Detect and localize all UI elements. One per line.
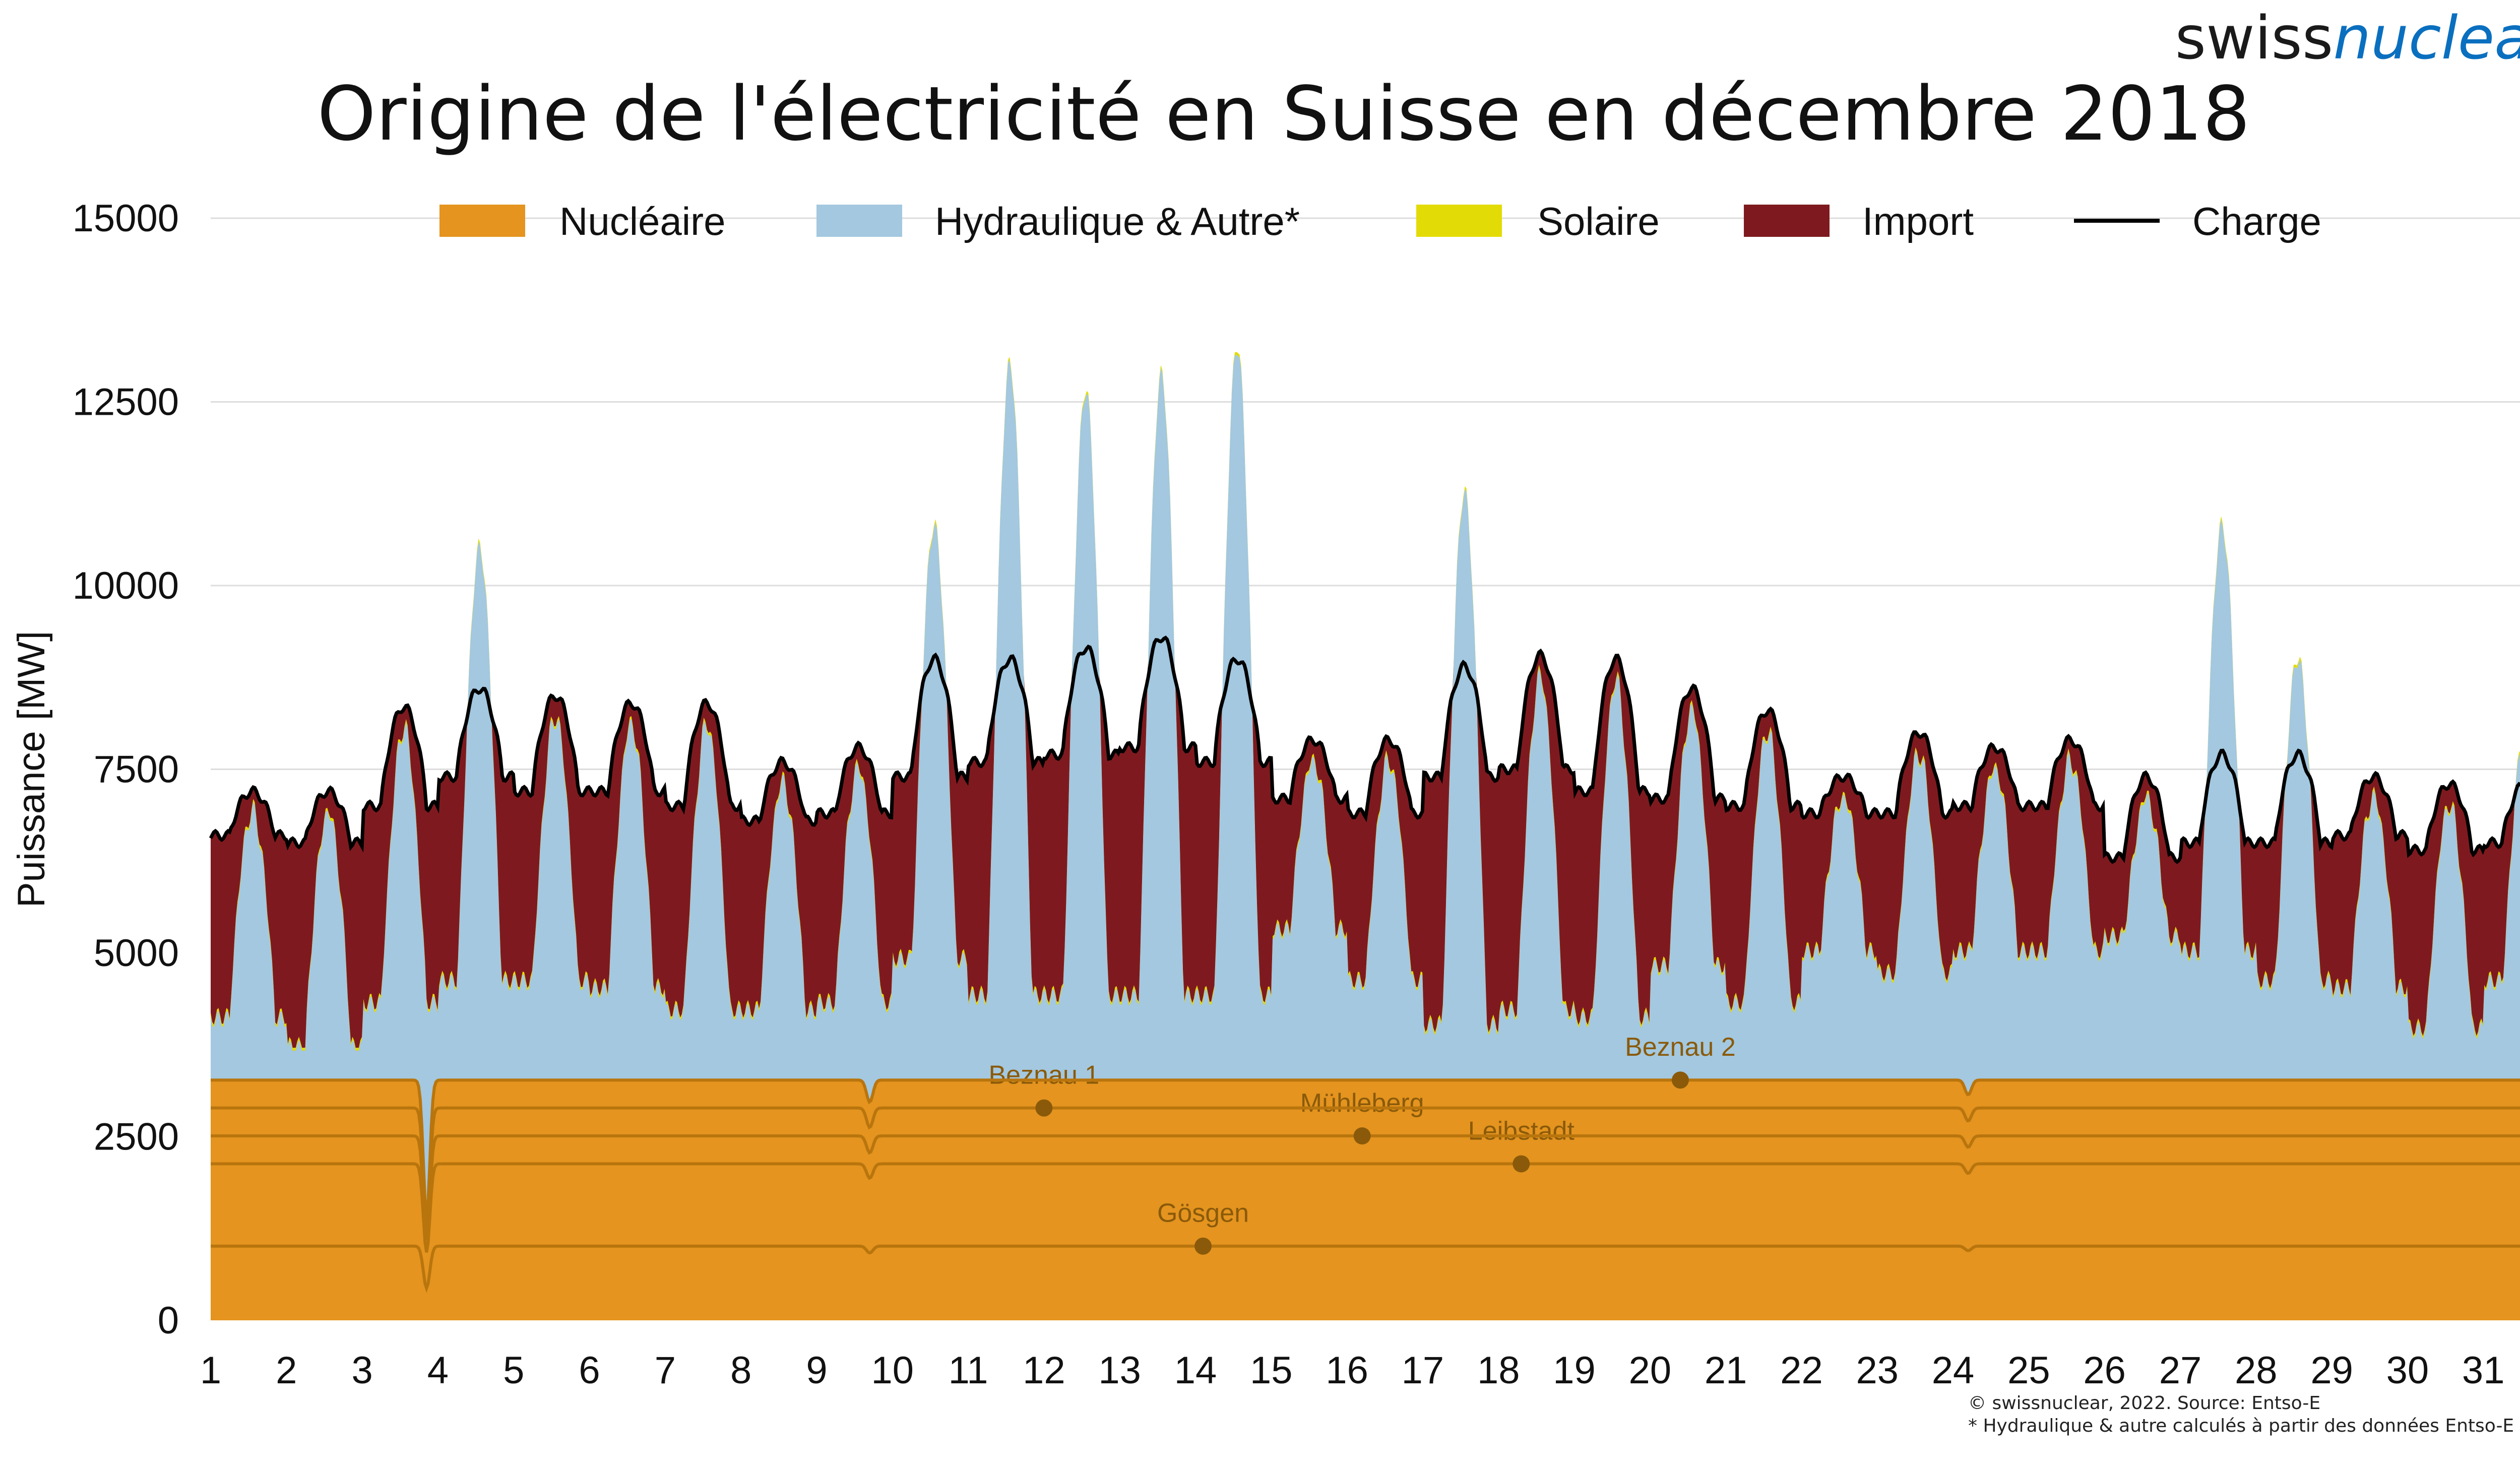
x-tick-label: 25 — [2007, 1349, 2050, 1392]
y-tick-label: 0 — [158, 1299, 179, 1342]
x-tick-label: 23 — [1856, 1349, 1899, 1392]
x-tick-label: 14 — [1174, 1349, 1217, 1392]
plant-boundary — [211, 1106, 2520, 1229]
y-tick-label: 12500 — [73, 381, 179, 424]
brand-logo-part2: nuclear — [2333, 3, 2520, 73]
x-tick-label: 4 — [427, 1349, 449, 1392]
legend-label: Hydraulique & Autre* — [935, 199, 1300, 243]
plant-label: Leibstadt — [1468, 1116, 1575, 1145]
x-tick-label: 21 — [1705, 1349, 1747, 1392]
y-tick-label: 15000 — [73, 197, 179, 240]
brand-logo: swissnuclear — [2175, 4, 2520, 73]
plant-label: Beznau 1 — [989, 1061, 1100, 1090]
hydro-area — [211, 355, 2520, 1216]
x-tick-label: 1 — [200, 1349, 221, 1392]
plant-marker — [1671, 1071, 1689, 1089]
plant-boundary — [211, 1244, 2520, 1293]
x-tick-label: 22 — [1780, 1349, 1823, 1392]
x-tick-label: 29 — [2310, 1349, 2353, 1392]
plant-label: Mühleberg — [1300, 1089, 1424, 1118]
x-axis: 1 2 3 4 5 6 7 8 9 10 11 12 13 14 15 16 17 18 19 20 21 22 23 24 2… — [200, 1349, 2505, 1392]
footnote: © swissnuclear, 2022. Source: Entso-E * … — [1968, 1392, 2514, 1437]
plant-marker — [1035, 1099, 1053, 1117]
x-tick-label: 26 — [2083, 1349, 2126, 1392]
x-tick-label: 6 — [579, 1349, 600, 1392]
load-line — [209, 635, 2520, 864]
y-tick-label: 5000 — [94, 932, 179, 975]
x-tick-label: 24 — [1932, 1349, 1975, 1392]
x-tick-label: 8 — [730, 1349, 751, 1392]
x-tick-label: 30 — [2386, 1349, 2429, 1392]
load-series-line — [209, 635, 2520, 864]
legend-swatch — [439, 205, 525, 237]
y-tick-label: 7500 — [94, 748, 179, 791]
legend-swatch — [816, 205, 902, 237]
x-tick-label: 3 — [351, 1349, 372, 1392]
x-tick-label: 18 — [1477, 1349, 1520, 1392]
plant-label: Gösgen — [1157, 1199, 1249, 1228]
plant-boundary — [211, 1078, 2520, 1217]
x-tick-label: 11 — [949, 1349, 988, 1392]
x-tick-label: 27 — [2159, 1349, 2202, 1392]
plant-marker — [1194, 1237, 1212, 1255]
import-area — [211, 355, 2520, 1051]
x-tick-label: 2 — [276, 1349, 297, 1392]
x-tick-label: 17 — [1402, 1349, 1444, 1392]
plant-boundary — [211, 1162, 2520, 1253]
x-tick-label: 12 — [1023, 1349, 1065, 1392]
brand-logo-part1: swiss — [2175, 3, 2334, 73]
legend-swatch — [1744, 205, 1830, 237]
x-tick-label: 19 — [1553, 1349, 1596, 1392]
stacked-areas — [211, 352, 2520, 1320]
footnote-hydro-note: * Hydraulique & autre calculés à partir … — [1968, 1416, 2514, 1436]
legend-label: Import — [1862, 199, 1974, 243]
chart-title: Origine de l'électricité en Suisse en dé… — [317, 71, 2250, 157]
x-tick-label: 9 — [806, 1349, 827, 1392]
footnote-source: © swissnuclear, 2022. Source: Entso-E — [1968, 1393, 2321, 1414]
x-tick-label: 10 — [871, 1349, 914, 1392]
y-axis-label: Puissance [MW] — [10, 631, 53, 908]
x-tick-label: 15 — [1250, 1349, 1293, 1392]
x-tick-label: 28 — [2235, 1349, 2278, 1392]
x-tick-label: 13 — [1098, 1349, 1141, 1392]
legend-swatch — [1416, 205, 1502, 237]
x-tick-label: 31 — [2462, 1349, 2505, 1392]
x-tick-label: 20 — [1629, 1349, 1672, 1392]
y-axis: 0 2500 5000 7500 10000 12500 15000 Puissance [M… — [10, 197, 179, 1342]
x-tick-label: 7 — [655, 1349, 676, 1392]
plant-marker — [1513, 1155, 1530, 1173]
plant-label: Beznau 2 — [1625, 1033, 1736, 1062]
y-tick-label: 10000 — [73, 564, 179, 607]
y-tick-label: 2500 — [94, 1116, 179, 1159]
legend-label: Nucléaire — [559, 199, 725, 243]
x-tick-label: 16 — [1326, 1349, 1368, 1392]
nuclear-plant-layers: Gösgen Leibstadt Mühleberg Beznau 1 Beznau 2 — [211, 1033, 2520, 1293]
plant-marker — [1353, 1127, 1371, 1145]
legend: Nucléaire Hydraulique & Autre* Solaire Impo… — [439, 199, 2321, 243]
legend-label: Solaire — [1537, 199, 1660, 243]
nuclear-area — [211, 1080, 2520, 1320]
legend-label: Charge — [2192, 199, 2321, 243]
x-tick-label: 5 — [503, 1349, 524, 1392]
plant-boundary — [211, 1134, 2520, 1241]
